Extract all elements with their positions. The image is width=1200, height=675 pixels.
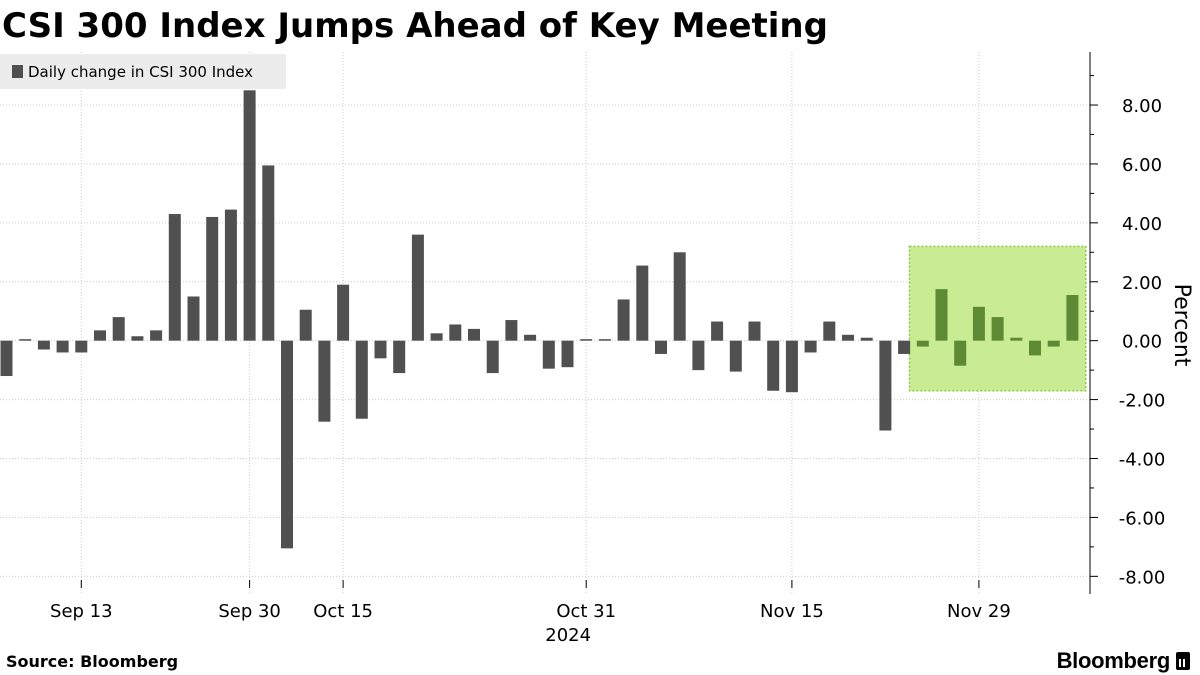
bar (468, 328, 480, 341)
bar (505, 320, 518, 341)
y-tick-label: 8.00 (1122, 96, 1162, 117)
bar (355, 340, 368, 419)
bar (168, 214, 181, 341)
y-axis: -8.00 -6.00 -4.00 -2.00 0.00 2.00 4.00 6.00 8.00 (1089, 52, 1166, 594)
x-tick-label: Nov 29 (947, 601, 1011, 622)
bar (1010, 337, 1023, 341)
bar (767, 340, 780, 391)
bar (860, 337, 873, 341)
bar (991, 317, 1004, 341)
bar (318, 340, 331, 422)
bar (785, 340, 798, 393)
page-title: CSI 300 Index Jumps Ahead of Key Meeting (2, 6, 828, 46)
bar (374, 340, 387, 359)
bar (243, 90, 256, 341)
terminal-icon (1176, 652, 1190, 670)
bars (0, 90, 1079, 549)
x-year-label: 2024 (545, 625, 591, 646)
y-tick-label: -8.00 (1119, 567, 1166, 588)
bar (804, 340, 817, 353)
bar (0, 340, 13, 377)
bar (598, 339, 611, 341)
bar (916, 340, 929, 347)
bar (486, 340, 499, 374)
bar (1047, 340, 1060, 347)
bar (935, 289, 948, 341)
bar (150, 330, 163, 341)
brand-name: Bloomberg (1056, 648, 1171, 673)
bar (954, 340, 967, 366)
bar (711, 321, 724, 341)
x-tick-label: Sep 30 (218, 601, 281, 622)
y-tick-label: 4.00 (1122, 214, 1162, 235)
y-tick-label: -2.00 (1119, 391, 1166, 412)
source-note: Source: Bloomberg (6, 652, 179, 671)
bar (636, 265, 649, 341)
bar (430, 333, 443, 341)
legend: Daily change in CSI 300 Index (0, 54, 286, 89)
y-axis-label: Percent (1169, 284, 1194, 367)
x-tick-label: Sep 13 (50, 601, 113, 622)
bar (449, 324, 462, 341)
legend-label: Daily change in CSI 300 Index (28, 63, 253, 81)
x-tick-label: Oct 31 (556, 601, 616, 622)
bar (655, 340, 667, 354)
bar (411, 234, 424, 341)
bar (729, 340, 742, 372)
x-tick-label: Nov 15 (760, 601, 824, 622)
bar (281, 340, 293, 549)
bar (842, 334, 854, 341)
x-tick-label: Oct 15 (313, 601, 373, 622)
bar (673, 252, 686, 341)
bar (262, 165, 275, 341)
bar (748, 321, 761, 341)
y-tick-label: 6.00 (1122, 155, 1162, 176)
bar (299, 309, 312, 341)
bar (561, 340, 574, 368)
y-tick-label: 2.00 (1122, 273, 1162, 294)
bar (1066, 295, 1079, 341)
bar (879, 340, 892, 431)
bar (56, 340, 69, 353)
bar (524, 334, 537, 341)
bar (94, 330, 106, 341)
bar (131, 336, 144, 341)
legend-swatch (12, 65, 23, 78)
bar (1029, 340, 1041, 356)
legend-background (0, 54, 286, 89)
y-tick-label: -4.00 (1119, 450, 1166, 471)
bar (19, 339, 32, 341)
bar (580, 339, 593, 341)
bar (75, 340, 88, 353)
y-tick-label: -6.00 (1119, 508, 1166, 529)
y-tick-label: 0.00 (1122, 332, 1162, 353)
x-axis: Sep 13 Sep 30 Oct 15 Oct 31 Nov 15 Nov 29 2024 (50, 580, 1011, 646)
bar (37, 340, 50, 350)
bar (112, 317, 125, 341)
bar (898, 340, 911, 354)
bar (206, 216, 219, 341)
bar (337, 284, 350, 341)
bar (224, 209, 237, 341)
bar (393, 340, 406, 374)
bar (823, 321, 836, 341)
bloomberg-logo: Bloomberg (1057, 648, 1190, 674)
bar (542, 340, 555, 369)
bar (617, 299, 630, 341)
bar (692, 340, 705, 371)
bar (187, 296, 200, 341)
bar (972, 306, 985, 341)
